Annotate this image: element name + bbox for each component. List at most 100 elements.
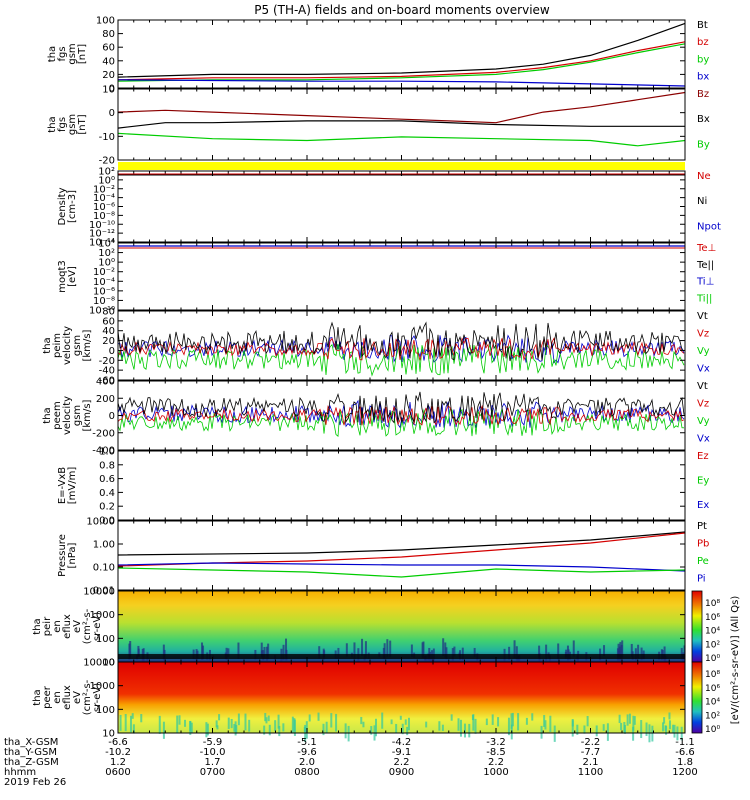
- spectrogram-pixel: [640, 720, 643, 739]
- y-axis-label: moqt3: [57, 260, 68, 293]
- spectrogram-pixel: [497, 717, 500, 727]
- colorbar-gradient: [691, 661, 703, 734]
- y-tick-label: 40: [102, 56, 115, 67]
- y-tick-label: 60: [102, 316, 115, 327]
- ephemeris-row-label: hhmm: [4, 767, 36, 778]
- y-axis-label: [cm-3]: [67, 190, 78, 223]
- y-axis-label: en: [52, 691, 63, 704]
- spectrogram-pixel: [453, 646, 456, 657]
- y-tick-label: 20: [102, 70, 115, 81]
- spectrogram-pixel: [244, 713, 247, 731]
- spectrogram-pixel: [237, 713, 240, 726]
- ephemeris-value: 2.0: [299, 757, 315, 768]
- spectrogram-pixel: [201, 642, 204, 660]
- spectrogram-pixel: [267, 643, 270, 660]
- spectrogram-pixel: [620, 722, 623, 731]
- spectrogram-pixel: [445, 647, 448, 660]
- spectrogram-pixel: [442, 638, 445, 657]
- y-tick-label: -10: [99, 132, 115, 143]
- ephemeris-value: -9.6: [297, 747, 317, 758]
- legend-entry: Vy: [697, 416, 710, 427]
- panel-frame: [117, 310, 686, 381]
- spectrogram-pixel: [162, 721, 165, 739]
- spectrogram-pixel: [626, 714, 629, 726]
- panel-frame: [117, 450, 686, 521]
- y-tick-label: 0.01: [93, 586, 115, 597]
- spectrogram-pixel: [513, 640, 516, 659]
- spectrogram-pixel: [344, 723, 347, 739]
- spectrogram-pixel: [390, 719, 393, 725]
- spectrogram-pixel: [317, 712, 320, 721]
- legend-entry: Vx: [697, 363, 710, 374]
- spectrogram-pixel: [237, 642, 240, 659]
- spectrogram-pixel: [277, 714, 280, 729]
- panel-frame: [117, 520, 686, 591]
- spectrogram-pixel: [399, 715, 402, 720]
- y-tick-label: -60: [99, 376, 115, 387]
- spectrogram-pixel: [128, 643, 131, 660]
- panel-10: 10000 1000 100 10 tha peer en eflux eV (cm²-s-sr-…: [32, 658, 686, 743]
- legend-entry: Te||: [696, 260, 714, 271]
- spectrogram-pixel: [189, 721, 192, 735]
- spectrogram-pixel: [233, 724, 236, 732]
- colorbar-tick-label: 10⁸: [705, 599, 720, 609]
- y-tick-label: 0: [109, 108, 115, 119]
- spectrogram-pixel: [119, 714, 122, 731]
- series-Bt: [117, 22, 686, 78]
- panel-8: 10.00 1.00 0.10 0.01 Pressure [nPa] Pt Pb Pe Pi: [57, 517, 709, 597]
- spectrogram-pixel: [663, 717, 666, 724]
- y-tick-label: 10⁻¹²: [89, 229, 115, 240]
- spectrogram-pixel: [510, 713, 513, 729]
- panel-9: 10000 1000 100 10 tha peir en eflux eV (cm²-s-sr-…: [32, 587, 686, 669]
- spectrogram-pixel: [184, 719, 187, 727]
- colorbar-tick-label: 10²: [705, 711, 720, 721]
- spectrogram: [118, 591, 685, 662]
- ephemeris-value: 1100: [578, 767, 603, 778]
- y-tick-label: -20: [99, 356, 115, 367]
- y-axis-label: (cm²-s-: [82, 679, 93, 715]
- spectrogram-pixel: [632, 715, 635, 731]
- spectrogram-pixel: [140, 714, 143, 723]
- spectrogram-pixel: [517, 713, 520, 731]
- spectrogram-pixel: [202, 645, 205, 660]
- spectrogram-pixel: [360, 716, 363, 725]
- y-tick-label: 0.2: [99, 502, 115, 513]
- y-tick-label: 10: [102, 85, 115, 96]
- spectrogram-pixel: [664, 725, 667, 731]
- legend-entry: Pe: [697, 556, 709, 567]
- ephemeris-value: 1.8: [677, 757, 693, 768]
- colorbar-tick-label: 10⁴: [705, 698, 720, 708]
- spectrogram-pixel: [651, 725, 654, 742]
- spectrogram-pixel: [450, 714, 453, 721]
- spectrogram-pixel: [422, 641, 425, 659]
- spectrogram-pixel: [137, 645, 140, 657]
- ephemeris-value: -3.2: [486, 737, 506, 748]
- ephemeris-value: -8.5: [486, 747, 506, 758]
- colorbar-tick-label: 10⁰: [705, 725, 720, 735]
- y-axis-label: peer: [42, 685, 53, 709]
- y-axis-label: tha: [47, 116, 58, 132]
- velocity-trace: [117, 399, 685, 429]
- y-tick-label: 0.0: [99, 516, 115, 527]
- spectrogram-pixel: [131, 713, 134, 719]
- spectrogram-pixel: [673, 724, 676, 738]
- series-bz: [117, 41, 686, 81]
- y-axis-label: Density: [57, 187, 68, 225]
- spectrogram-pixel: [444, 642, 447, 658]
- ephemeris-row-label: tha_Y-GSM: [4, 747, 57, 758]
- spectrogram-pixel: [438, 721, 441, 731]
- y-tick-label: 10⁻¹⁰: [89, 306, 115, 317]
- spectrogram-pixel: [640, 647, 643, 661]
- colorbar-tick-label: 10⁸: [705, 670, 720, 680]
- spectrogram-pixel: [364, 641, 367, 659]
- spectrogram-pixel: [389, 640, 392, 657]
- spectrogram-pixel: [361, 638, 364, 657]
- ephemeris-value: 0600: [105, 767, 130, 778]
- spectrogram-pixel: [323, 650, 326, 658]
- ephemeris-value: 0800: [294, 767, 319, 778]
- y-tick-label: 10⁻⁴: [93, 193, 115, 204]
- y-tick-label: 10000: [83, 658, 115, 669]
- spectrogram-pixel: [525, 717, 528, 725]
- y-tick-label: 10⁻¹⁴: [89, 238, 115, 249]
